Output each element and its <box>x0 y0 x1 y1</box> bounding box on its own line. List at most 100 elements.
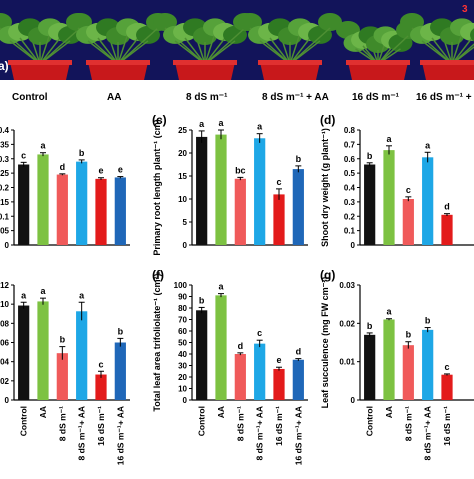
bar <box>56 174 68 245</box>
stem-shape <box>117 33 129 65</box>
pot-shape <box>260 62 320 80</box>
significance-letter: d <box>60 162 66 172</box>
x-tick-label: 8 dS m⁻¹+ AA <box>255 406 265 460</box>
y-tick-label: 20 <box>178 149 187 158</box>
y-tick-label: 0 <box>5 396 10 405</box>
bar <box>273 194 285 245</box>
bar <box>95 374 107 400</box>
y-tick-label: 0.03 <box>339 281 355 290</box>
stem-shape <box>117 27 159 65</box>
significance-letter: a <box>218 282 224 292</box>
significance-letter: a <box>40 141 46 151</box>
bar <box>422 329 434 400</box>
pot-rim <box>173 60 237 65</box>
x-tick-label: 8 dS m⁻¹ <box>57 406 67 441</box>
photo-panel-label: (a) <box>0 59 9 73</box>
y-tick-label: 25 <box>178 126 187 135</box>
pot-shape <box>175 62 235 80</box>
y-tick-label: 0 <box>183 396 188 405</box>
bar <box>215 134 227 245</box>
bar <box>95 178 107 245</box>
significance-letter: c <box>444 362 449 372</box>
y-tick-label: 10 <box>178 385 187 394</box>
photo-corner-label: 3 <box>462 4 468 15</box>
chart-d: 0 0.1 0.2 0.3 0.4 0.5 0.6 0.7 0.8 (d)Shoot dry we… <box>320 113 474 250</box>
stem-shape <box>269 37 291 65</box>
significance-letter: d <box>296 347 302 357</box>
y-tick-label: 0.1 <box>0 212 10 221</box>
chart-f: 0 10 20 30 40 50 60 70 80 90 100 (f)Total leaf area… <box>152 268 308 465</box>
significance-letter: e <box>276 355 281 365</box>
pot-rim <box>258 60 322 65</box>
x-tick-label: 16 dS m⁻¹ <box>96 406 106 446</box>
pot-shape <box>10 62 70 80</box>
pot-rim <box>420 60 474 65</box>
stem-shape <box>431 37 453 65</box>
y-tick-label: 0.4 <box>0 126 10 135</box>
significance-letter: b <box>296 154 302 164</box>
significance-letter: c <box>406 185 411 195</box>
significance-letter: b <box>79 148 85 158</box>
x-tick-label: AA <box>38 406 48 418</box>
significance-letter: b <box>425 316 431 326</box>
x-tick-label: Control <box>197 406 207 436</box>
x-tick-label: 16 dS m⁻¹+ AA <box>293 406 303 465</box>
significance-letter: bc <box>235 165 246 175</box>
bar <box>254 343 266 400</box>
y-tick-label: 90 <box>178 293 187 302</box>
significance-letter: a <box>79 290 85 300</box>
plant-photo: (a) 3 <box>0 0 474 80</box>
significance-letter: d <box>444 202 450 212</box>
photo-label-16ds: 16 dS m⁻¹ <box>352 92 400 103</box>
significance-letter: a <box>386 307 392 317</box>
x-tick-label: 8 dS m⁻¹ <box>235 406 245 441</box>
stem-shape <box>19 37 41 65</box>
y-tick-label: 5 <box>183 218 188 227</box>
y-tick-label: 0 <box>183 241 188 250</box>
y-tick-label: 0.08 <box>0 319 10 328</box>
pot-rim <box>86 60 150 65</box>
bar <box>234 178 246 245</box>
y-tick-label: 0.6 <box>344 155 356 164</box>
y-tick-label: 80 <box>178 304 187 313</box>
bar <box>364 334 376 400</box>
bar <box>441 214 453 245</box>
photo-label-8ds: 8 dS m⁻¹ <box>186 92 228 103</box>
plant-pot <box>238 13 342 80</box>
plant-pot <box>400 13 474 80</box>
y-tick-label: 0.2 <box>0 184 10 193</box>
bar <box>292 169 304 245</box>
stem-shape <box>451 33 463 65</box>
stem-shape <box>39 27 81 65</box>
significance-letter: d <box>238 341 244 351</box>
stem-shape <box>289 37 311 65</box>
bar <box>402 199 414 245</box>
stem-shape <box>39 37 61 65</box>
y-tick-label: 0.02 <box>339 319 355 328</box>
significance-letter: b <box>367 321 373 331</box>
chart-e: 0 0.02 0.04 0.06 0.08 0.10 0.12 a Control a AA b 8 d… <box>0 281 130 465</box>
significance-letter: a <box>40 286 46 296</box>
pot-shape <box>88 62 148 80</box>
chart-c: 0 5 10 15 20 25 (c)Primary root length plant⁻¹… <box>152 113 308 256</box>
bar <box>196 310 208 400</box>
stem-shape <box>97 37 119 65</box>
chart-g: 0 0.01 0.02 0.03 (g)Leaf succulence (mg FW c… <box>320 268 474 460</box>
x-tick-label: AA <box>216 406 226 418</box>
y-tick-label: 20 <box>178 373 187 382</box>
photo-plants <box>0 13 474 80</box>
y-tick-label: 15 <box>178 172 187 181</box>
x-tick-label: 8 dS m⁻¹+ AA <box>77 406 87 460</box>
pot-rim <box>346 60 410 65</box>
y-tick-label: 0.15 <box>0 198 10 207</box>
y-tick-label: 0.05 <box>0 227 10 236</box>
panel-label: (f) <box>152 268 164 282</box>
photo-label-16ds-aa: 16 dS m⁻¹ + <box>416 92 472 103</box>
y-tick-label: 0.5 <box>344 169 356 178</box>
y-tick-label: 50 <box>178 339 187 348</box>
chart-b: 0 0.05 0.1 0.15 0.2 0.25 0.3 0.35 0.4 c a d b e e <box>0 126 130 250</box>
significance-letter: c <box>257 328 262 338</box>
y-tick-label: 70 <box>178 316 187 325</box>
y-tick-label: 0.3 <box>344 198 356 207</box>
y-axis-title: Shoot dry weight (g plant⁻¹) <box>320 128 330 247</box>
